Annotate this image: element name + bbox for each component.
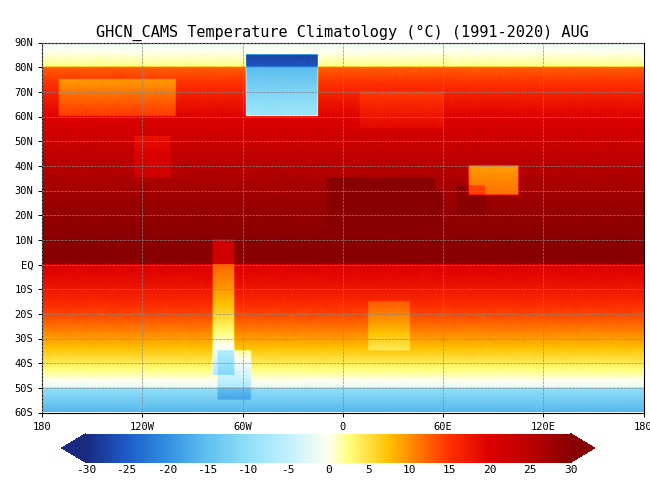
PathPatch shape xyxy=(62,434,86,462)
PathPatch shape xyxy=(571,434,595,462)
Title: GHCN_CAMS Temperature Climatology (°C) (1991-2020) AUG: GHCN_CAMS Temperature Climatology (°C) (… xyxy=(96,25,590,41)
